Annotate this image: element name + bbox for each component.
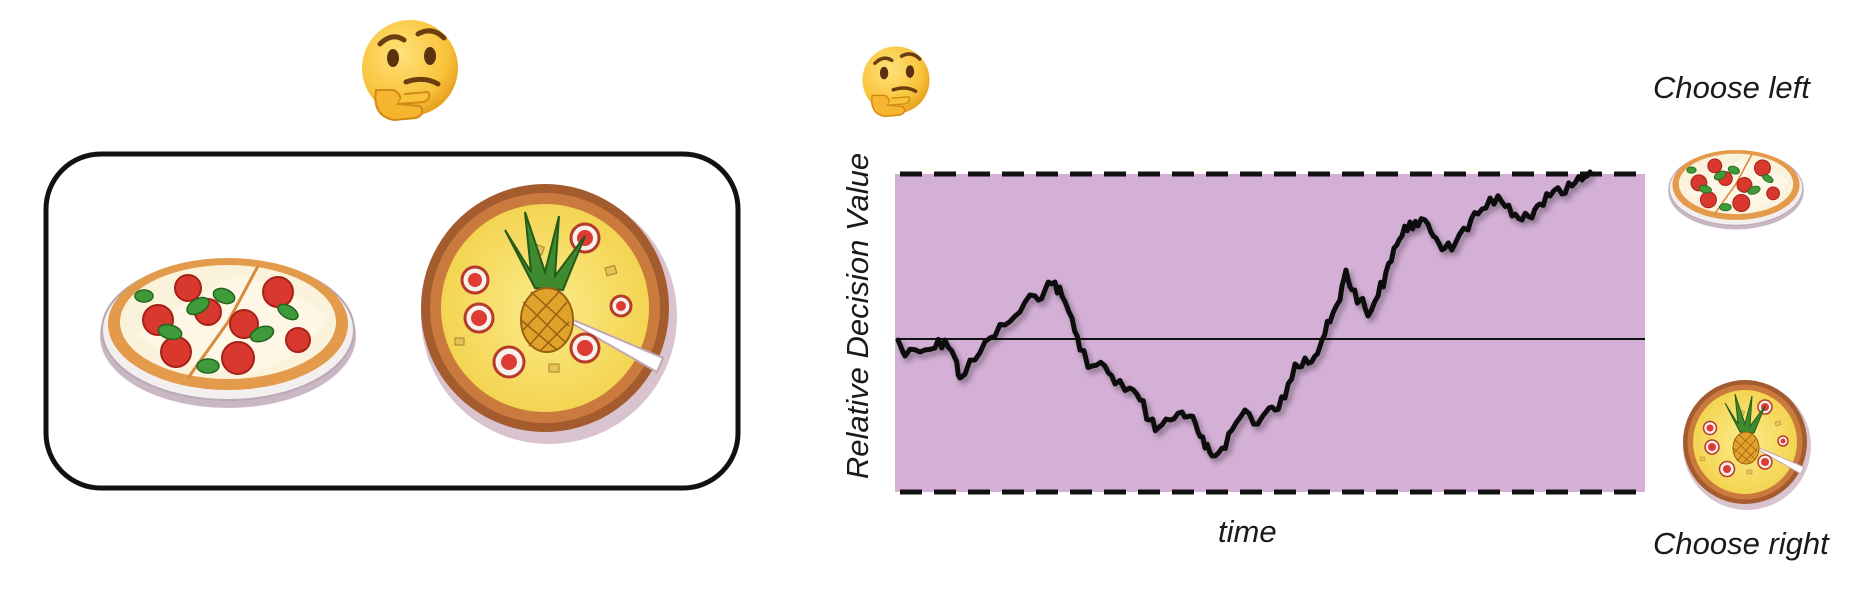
y-axis-label: Relative Decision Value — [840, 152, 875, 480]
decision-region — [895, 174, 1645, 492]
decision-trace — [895, 169, 1593, 459]
choose-right-label: Choose right — [1653, 526, 1829, 561]
right-choice-pizza — [1682, 379, 1812, 511]
x-axis-label: time — [1218, 514, 1277, 549]
thinking-face-emoji — [362, 20, 458, 120]
small-thinking-face-emoji — [860, 44, 932, 119]
left-choice-pizza — [1667, 149, 1805, 231]
choose-left-label: Choose left — [1653, 70, 1810, 105]
margherita-pizza — [98, 256, 358, 410]
